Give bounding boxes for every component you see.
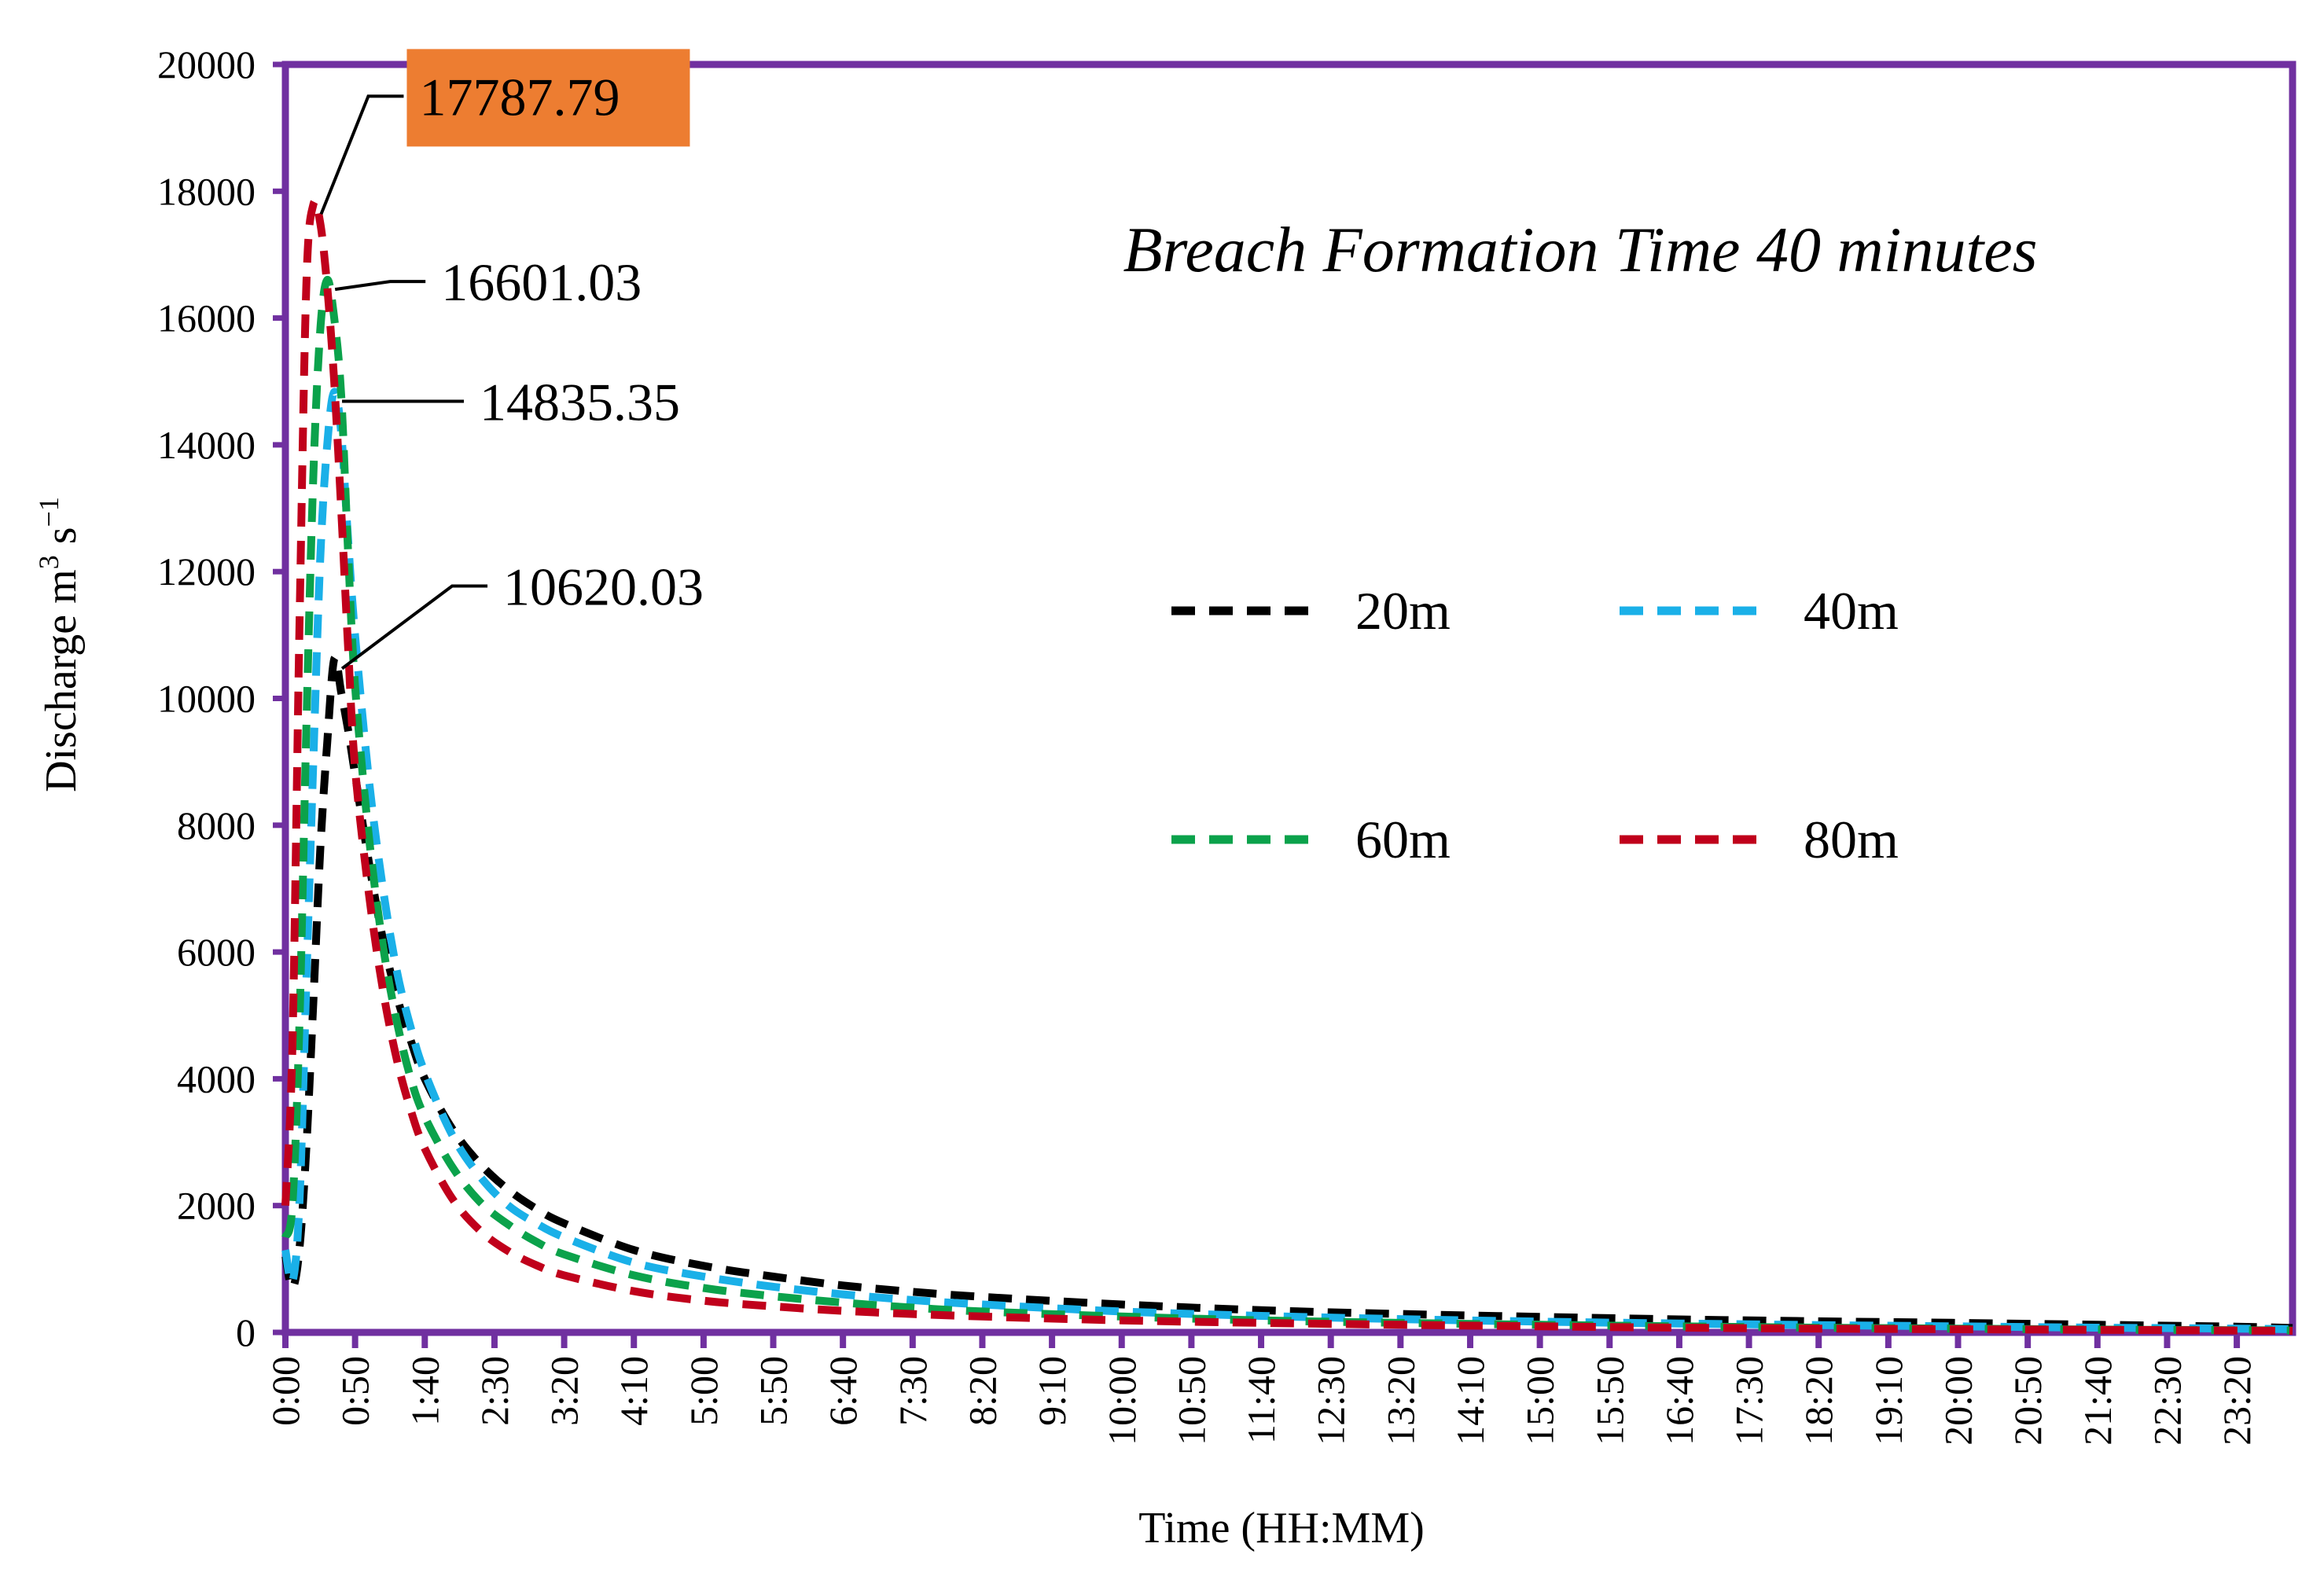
legend-label-60m: 60m — [1355, 810, 1451, 869]
y-tick-label: 4000 — [177, 1056, 256, 1101]
x-tick-label: 12:30 — [1309, 1356, 1353, 1446]
x-tick-label: 21:40 — [2076, 1356, 2120, 1446]
y-tick-label: 20000 — [157, 42, 256, 86]
x-tick-label: 22:30 — [2145, 1356, 2189, 1446]
x-tick-label: 10:50 — [1169, 1356, 1213, 1446]
y-tick-label: 16000 — [157, 296, 256, 340]
x-tick-label: 0:00 — [263, 1356, 307, 1426]
x-tick-label: 14:10 — [1448, 1356, 1492, 1446]
x-tick-label: 8:20 — [960, 1356, 1004, 1426]
y-tick-label: 8000 — [177, 803, 256, 847]
x-tick-label: 15:00 — [1518, 1356, 1562, 1446]
y-tick-label: 2000 — [177, 1184, 256, 1228]
y-axis-title: Discharge m3 s−1 — [33, 497, 86, 792]
x-tick-label: 1:40 — [403, 1356, 447, 1426]
legend-label-40m: 40m — [1804, 581, 1899, 641]
y-axis-title-sup2: −1 — [33, 497, 64, 527]
y-axis-title-sup1: 3 — [33, 555, 64, 569]
y-tick-label: 6000 — [177, 930, 256, 974]
x-tick-label: 20:50 — [2006, 1356, 2050, 1446]
x-tick-label: 10:00 — [1100, 1356, 1144, 1446]
peak-label-40m: 14835.35 — [480, 373, 680, 432]
y-tick-labels: 0 2000 4000 6000 8000 10000 12000 14000 16000 180… — [157, 42, 256, 1354]
x-tick-label: 18:20 — [1796, 1356, 1840, 1446]
x-tick-label: 15:50 — [1587, 1356, 1631, 1446]
x-tick-label: 4:10 — [612, 1356, 656, 1426]
chart-title: Breach Formation Time 40 minutes — [1123, 214, 2037, 285]
x-tick-label: 17:30 — [1727, 1356, 1771, 1446]
x-tick-label: 16:40 — [1657, 1356, 1701, 1446]
callout-leader — [334, 280, 426, 292]
x-tick-label: 5:00 — [682, 1356, 726, 1426]
x-tick-labels: 0:00 0:50 1:40 2:30 3:20 4:10 5:00 5:50 6:40 7:30… — [263, 1356, 2259, 1446]
peak-label-80m: 17787.79 — [419, 67, 620, 127]
callout-leader — [319, 94, 404, 215]
x-tick-label: 7:30 — [891, 1356, 935, 1426]
legend-label-80m: 80m — [1804, 810, 1899, 869]
x-tick-label: 0:50 — [333, 1356, 377, 1426]
y-tick-label: 10000 — [157, 677, 256, 721]
callout-leader — [340, 584, 488, 671]
legend: 20m 40m 60m 80m — [1171, 581, 1899, 869]
peak-label-60m: 16601.03 — [441, 252, 642, 312]
x-tick-label: 13:20 — [1378, 1356, 1422, 1446]
y-axis-title-main: Discharge m — [37, 569, 86, 792]
callout-highlight-box — [406, 49, 690, 147]
x-tick-label: 23:20 — [2215, 1356, 2259, 1446]
x-tick-label: 3:20 — [542, 1356, 587, 1426]
series-line-80m — [281, 197, 2293, 1335]
axis-ticks — [273, 61, 2241, 1348]
y-tick-label: 12000 — [157, 549, 256, 593]
callout-layer: 17787.79 16601.03 14835.35 10620.03 — [319, 49, 704, 671]
y-tick-label: 0 — [236, 1310, 256, 1354]
x-tick-label: 11:40 — [1239, 1356, 1283, 1444]
series-layer — [281, 197, 2293, 1335]
x-tick-label: 6:40 — [821, 1356, 865, 1426]
x-tick-label: 19:10 — [1866, 1356, 1910, 1446]
x-axis-title: Time (HH:MM) — [1138, 1504, 1425, 1552]
y-tick-label: 18000 — [157, 169, 256, 213]
peak-label-20m: 10620.03 — [503, 557, 704, 616]
x-tick-label: 5:50 — [752, 1356, 796, 1426]
x-tick-label: 20:00 — [1936, 1356, 1980, 1446]
y-tick-label: 14000 — [157, 423, 256, 467]
y-axis-title-mid: s — [37, 527, 86, 555]
x-tick-label: 9:10 — [1030, 1356, 1074, 1426]
legend-label-20m: 20m — [1355, 581, 1451, 641]
series-line-20m — [281, 653, 2293, 1332]
x-tick-label: 2:30 — [473, 1356, 517, 1426]
